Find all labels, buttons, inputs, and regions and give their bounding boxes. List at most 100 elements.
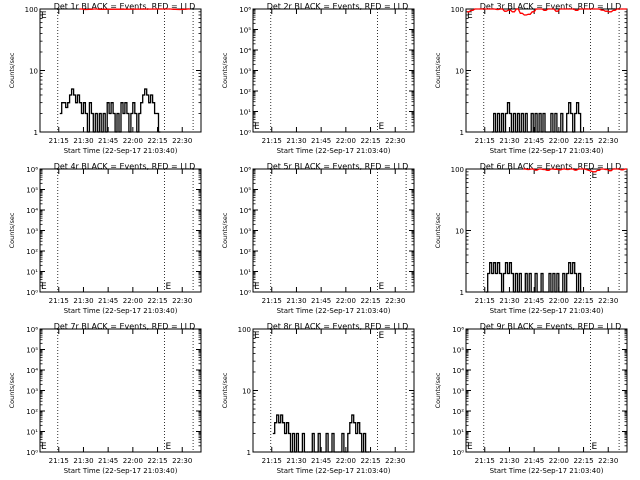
data-point: [494, 112, 496, 115]
det-2r-panel: Det 2r BLACK = Events, RED = LLD Counts/s…: [221, 2, 415, 155]
e-flag: E: [591, 442, 597, 452]
data-point: [109, 112, 111, 115]
chart-title: Det 9r BLACK = Events, RED = LLD: [480, 322, 622, 331]
x-tick-label: 21:30: [73, 297, 93, 305]
y-tick-label: 10³: [452, 388, 464, 396]
det-3r-panel: Det 3r BLACK = Events, RED = LLD Counts/s…: [434, 2, 628, 155]
data-point: [362, 451, 364, 453]
data-point: [310, 451, 312, 453]
y-tick-label: 10⁵: [452, 347, 464, 355]
data-point: [513, 112, 515, 115]
chart-title: Det 2r BLACK = Events, RED = LLD: [267, 2, 409, 11]
data-point: [298, 451, 301, 453]
x-axis-label: Start Time (22-Sep-17 21:03:40): [277, 467, 391, 475]
data-point: [500, 8, 503, 10]
e-flag: E: [254, 282, 260, 292]
data-point: [613, 9, 615, 11]
plot-frame: [465, 328, 628, 453]
data-point: [288, 432, 291, 435]
data-point: [539, 291, 541, 293]
data-point: [89, 8, 91, 10]
e-flag: E: [378, 331, 384, 341]
x-tick-label: 21:30: [499, 137, 519, 145]
data-point: [536, 8, 538, 10]
y-tick-label: 10⁵: [239, 27, 251, 35]
det-7r-panel: Det 7r BLACK = Events, RED = LLD Counts/s…: [8, 322, 202, 475]
data-point: [173, 8, 175, 10]
y-tick-label: 10⁴: [26, 207, 38, 215]
chart-title: Det 1r BLACK = Events, RED = LLD: [54, 2, 196, 11]
y-tick-label: 10¹: [452, 429, 464, 437]
data-point: [578, 168, 581, 170]
y-tick-label: 1: [34, 129, 38, 137]
data-point: [569, 262, 571, 264]
data-point: [617, 168, 619, 170]
x-tick-label: 21:15: [475, 137, 495, 145]
x-tick-label: 21:45: [98, 137, 118, 145]
x-axis-label: Start Time (22-Sep-17 21:03:40): [490, 467, 604, 475]
plot-frame: [252, 8, 415, 133]
data-point: [563, 131, 565, 133]
data-point: [578, 112, 581, 115]
data-point: [563, 272, 565, 275]
x-tick-label: 21:15: [49, 137, 69, 145]
y-tick-label: 10⁴: [26, 367, 38, 375]
y-tick-label: 100: [451, 6, 464, 14]
data-point: [613, 168, 615, 170]
x-tick-label: 21:15: [262, 137, 282, 145]
data-point: [537, 291, 539, 293]
data-point: [188, 8, 190, 10]
data-point: [541, 272, 543, 275]
data-point: [324, 451, 326, 453]
data-point: [577, 102, 579, 104]
y-tick-label: 10: [455, 68, 464, 76]
y-tick-label: 10⁵: [239, 187, 251, 195]
x-tick-label: 22:30: [172, 297, 192, 305]
data-point: [573, 131, 575, 133]
data-point: [551, 291, 553, 293]
data-point: [316, 451, 318, 453]
data-point: [571, 168, 573, 170]
data-point: [496, 131, 498, 133]
data-point: [488, 272, 490, 275]
x-axis-label: Start Time (22-Sep-17 21:03:40): [490, 307, 604, 315]
data-point: [577, 291, 579, 293]
x-tick-label: 21:45: [311, 457, 331, 465]
y-tick-label: 10⁰: [239, 289, 251, 297]
data-point: [281, 414, 283, 416]
y-tick-label: 1: [247, 449, 251, 457]
chart-title: Det 3r BLACK = Events, RED = LLD: [480, 2, 622, 11]
y-axis-label: Counts/sec: [8, 52, 16, 88]
data-point: [583, 8, 586, 10]
plot-frame: [465, 8, 628, 133]
data-point: [328, 451, 330, 453]
data-point: [490, 262, 492, 264]
x-tick-label: 22:00: [549, 137, 569, 145]
y-tick-label: 10⁶: [239, 166, 251, 174]
data-point: [493, 8, 495, 10]
e-flag: E: [378, 122, 384, 132]
x-tick-label: 22:15: [573, 457, 593, 465]
data-point: [565, 131, 567, 133]
data-point: [350, 422, 352, 424]
y-tick-label: 10¹: [26, 269, 38, 277]
data-point: [358, 422, 360, 424]
data-point: [334, 451, 336, 453]
e-flag: E: [591, 171, 597, 181]
data-point: [365, 451, 368, 453]
x-tick-label: 21:30: [73, 457, 93, 465]
y-tick-label: 10⁰: [239, 129, 251, 137]
x-axis-label: Start Time (22-Sep-17 21:03:40): [64, 307, 178, 315]
x-tick-label: 21:45: [524, 457, 544, 465]
y-tick-label: 10⁵: [26, 347, 38, 355]
data-point: [84, 8, 87, 11]
data-point: [143, 94, 145, 96]
x-tick-label: 21:15: [262, 457, 282, 465]
data-point: [560, 8, 562, 10]
data-point: [113, 112, 115, 115]
data-point: [300, 451, 302, 453]
y-tick-label: 10³: [26, 388, 38, 396]
data-point: [340, 451, 342, 453]
data-point: [147, 94, 149, 96]
data-point: [553, 131, 555, 133]
